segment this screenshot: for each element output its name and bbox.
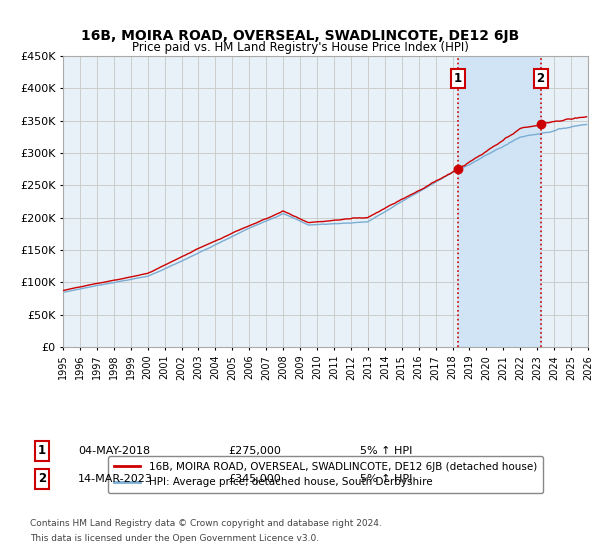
Legend: 16B, MOIRA ROAD, OVERSEAL, SWADLINCOTE, DE12 6JB (detached house), HPI: Average : 16B, MOIRA ROAD, OVERSEAL, SWADLINCOTE, … [108,456,543,493]
Text: Contains HM Land Registry data © Crown copyright and database right 2024.: Contains HM Land Registry data © Crown c… [30,519,382,528]
Bar [458,56,541,347]
Text: 5% ↑ HPI: 5% ↑ HPI [360,446,412,456]
Text: 14-MAR-2023: 14-MAR-2023 [78,474,153,484]
Text: 04-MAY-2018: 04-MAY-2018 [78,446,150,456]
Text: £275,000: £275,000 [228,446,281,456]
Text: 1: 1 [38,444,46,458]
Text: £345,000: £345,000 [228,474,281,484]
Text: 16B, MOIRA ROAD, OVERSEAL, SWADLINCOTE, DE12 6JB: 16B, MOIRA ROAD, OVERSEAL, SWADLINCOTE, … [81,29,519,44]
Text: Price paid vs. HM Land Registry's House Price Index (HPI): Price paid vs. HM Land Registry's House … [131,41,469,54]
Text: 2: 2 [38,472,46,486]
Text: 1: 1 [454,72,462,85]
Text: This data is licensed under the Open Government Licence v3.0.: This data is licensed under the Open Gov… [30,534,319,543]
Text: 5% ↑ HPI: 5% ↑ HPI [360,474,412,484]
Text: 2: 2 [536,72,545,85]
